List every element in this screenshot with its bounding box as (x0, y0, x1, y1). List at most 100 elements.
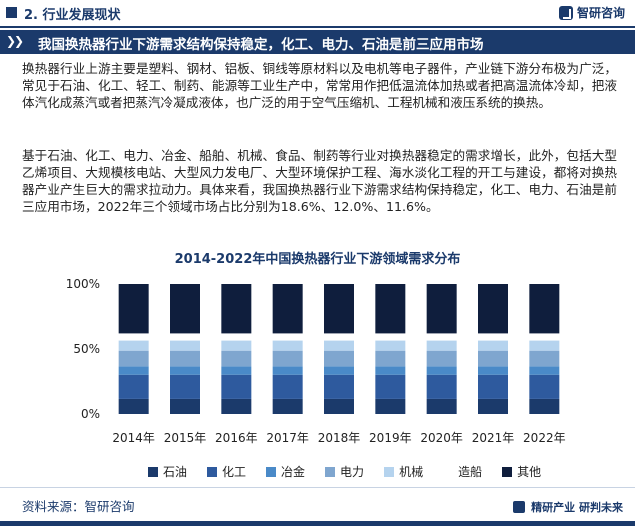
bar-segment (478, 350, 508, 367)
bar-segment (118, 333, 149, 341)
bar-segment (118, 350, 149, 367)
legend-label: 其他 (517, 465, 542, 479)
bar-segment (118, 284, 149, 334)
bar-segment (478, 374, 508, 399)
legend-label: 冶金 (281, 465, 306, 479)
bar-segment (221, 398, 252, 414)
bar-segment (221, 350, 252, 367)
bar-segment (529, 398, 560, 414)
legend-label: 机械 (399, 465, 424, 479)
bottom-bar (0, 521, 635, 526)
legend-swatch (266, 466, 277, 477)
legend-item: 造船 (443, 463, 482, 480)
bar-segment (272, 374, 303, 399)
bar-segment (324, 350, 354, 367)
bar-segment (375, 374, 406, 399)
bar-segment (426, 333, 457, 341)
bar-segment (529, 333, 560, 341)
legend-item: 冶金 (266, 463, 305, 480)
bar-segment (272, 333, 303, 341)
legend-swatch (384, 466, 395, 477)
legend-item: 机械 (384, 463, 423, 480)
bar-segment (272, 340, 303, 351)
bar-segment (324, 374, 354, 399)
legend-swatch (148, 466, 158, 477)
y-tick-label: 50% (73, 342, 100, 356)
legend-item: 石油 (148, 463, 187, 480)
bar-segment (170, 366, 200, 375)
legend-label: 化工 (222, 465, 247, 479)
x-tick-label: 2021年 (472, 431, 515, 445)
section-heading: 2. 行业发展现状 (24, 8, 121, 23)
bar-segment (478, 284, 508, 334)
bar-segment (478, 366, 508, 375)
x-tick-label: 2015年 (164, 431, 207, 445)
bar-segment (375, 350, 406, 367)
bar-segment (221, 374, 252, 399)
bar-segment (375, 366, 406, 375)
bar-segment (118, 366, 149, 375)
source-note: 资料来源：智研咨询 (22, 499, 135, 514)
paragraph-2: 基于石油、化工、电力、冶金、船舶、机械、食品、制药等行业对换热器稳定的需求增长，… (22, 148, 617, 214)
y-tick-label: 100% (66, 277, 100, 291)
legend-swatch (325, 466, 336, 477)
paragraph-1: 换热器行业上游主要是塑料、钢材、铝板、铜线等原材料以及电机等电子器件，产业链下游… (22, 61, 617, 110)
y-tick-label: 0% (81, 407, 100, 421)
bar-segment (478, 333, 508, 341)
stacked-bar-chart: 0% 50% 100% 2014年 2015年 2016年 2017年 2018年 2019年 2… (66, 277, 566, 445)
footer-logo: 精研产业 研判未来 (513, 499, 623, 515)
x-tick-label: 2014年 (112, 431, 155, 445)
bar-segment (272, 350, 303, 367)
bar-segment (529, 350, 560, 367)
bar-segment (324, 284, 354, 334)
bar-segment (478, 398, 508, 414)
bar-segment (426, 366, 457, 375)
brand-logo: 智研咨询 (558, 4, 625, 21)
top-bar: 2. 行业发展现状 智研咨询 (0, 0, 635, 28)
bar-segment (529, 366, 560, 375)
bar-segment (375, 333, 406, 341)
bar-segment (324, 398, 354, 414)
bar-segment (221, 333, 252, 341)
legend-swatch (443, 466, 454, 477)
bar-segment (118, 340, 149, 351)
x-tick-label: 2019年 (369, 431, 412, 445)
banner-title: 我国换热器行业下游需求结构保持稳定，化工、电力、石油是前三应用市场 (38, 37, 484, 53)
x-tick-label: 2022年 (523, 431, 566, 445)
brand-name: 智研咨询 (576, 6, 625, 20)
bar-segment (324, 333, 354, 341)
bar-segment (375, 284, 406, 334)
x-tick-label: 2016年 (215, 431, 258, 445)
bar-segment (529, 284, 560, 334)
footer-logo-icon (513, 501, 526, 513)
bar-segment (529, 340, 560, 351)
bar-segment (272, 284, 303, 334)
bar-segment (324, 366, 354, 375)
x-tick-label: 2018年 (318, 431, 361, 445)
bar-segment (118, 398, 149, 414)
legend-swatch (502, 466, 513, 477)
legend-item: 电力 (325, 463, 364, 480)
title-banner: ❯❯ 我国换热器行业下游需求结构保持稳定，化工、电力、石油是前三应用市场 (0, 30, 635, 54)
bar-segment (272, 366, 303, 375)
bar-segment (426, 374, 457, 399)
chart-title: 2014-2022年中国换热器行业下游领域需求分布 (174, 252, 461, 267)
legend-item: 其他 (502, 463, 541, 480)
section-marker-icon (6, 7, 17, 18)
bar-segment (170, 333, 200, 341)
footer-slogan: 精研产业 研判未来 (531, 501, 623, 514)
x-tick-label: 2020年 (420, 431, 463, 445)
bar-segment (221, 366, 252, 375)
bar-segment (170, 340, 200, 351)
bar-segment (170, 398, 200, 414)
bar-segment (324, 340, 354, 351)
bar-segment (426, 350, 457, 367)
legend-swatch (207, 466, 218, 477)
bar-segment (221, 284, 252, 334)
bar-segment (221, 340, 252, 351)
chart-legend: 石油 化工 冶金 电力 机械 造船 其他 (148, 463, 541, 480)
bar-segment (375, 398, 406, 414)
bar-segment (272, 398, 303, 414)
legend-label: 石油 (163, 465, 188, 479)
bar-segment (375, 340, 406, 351)
